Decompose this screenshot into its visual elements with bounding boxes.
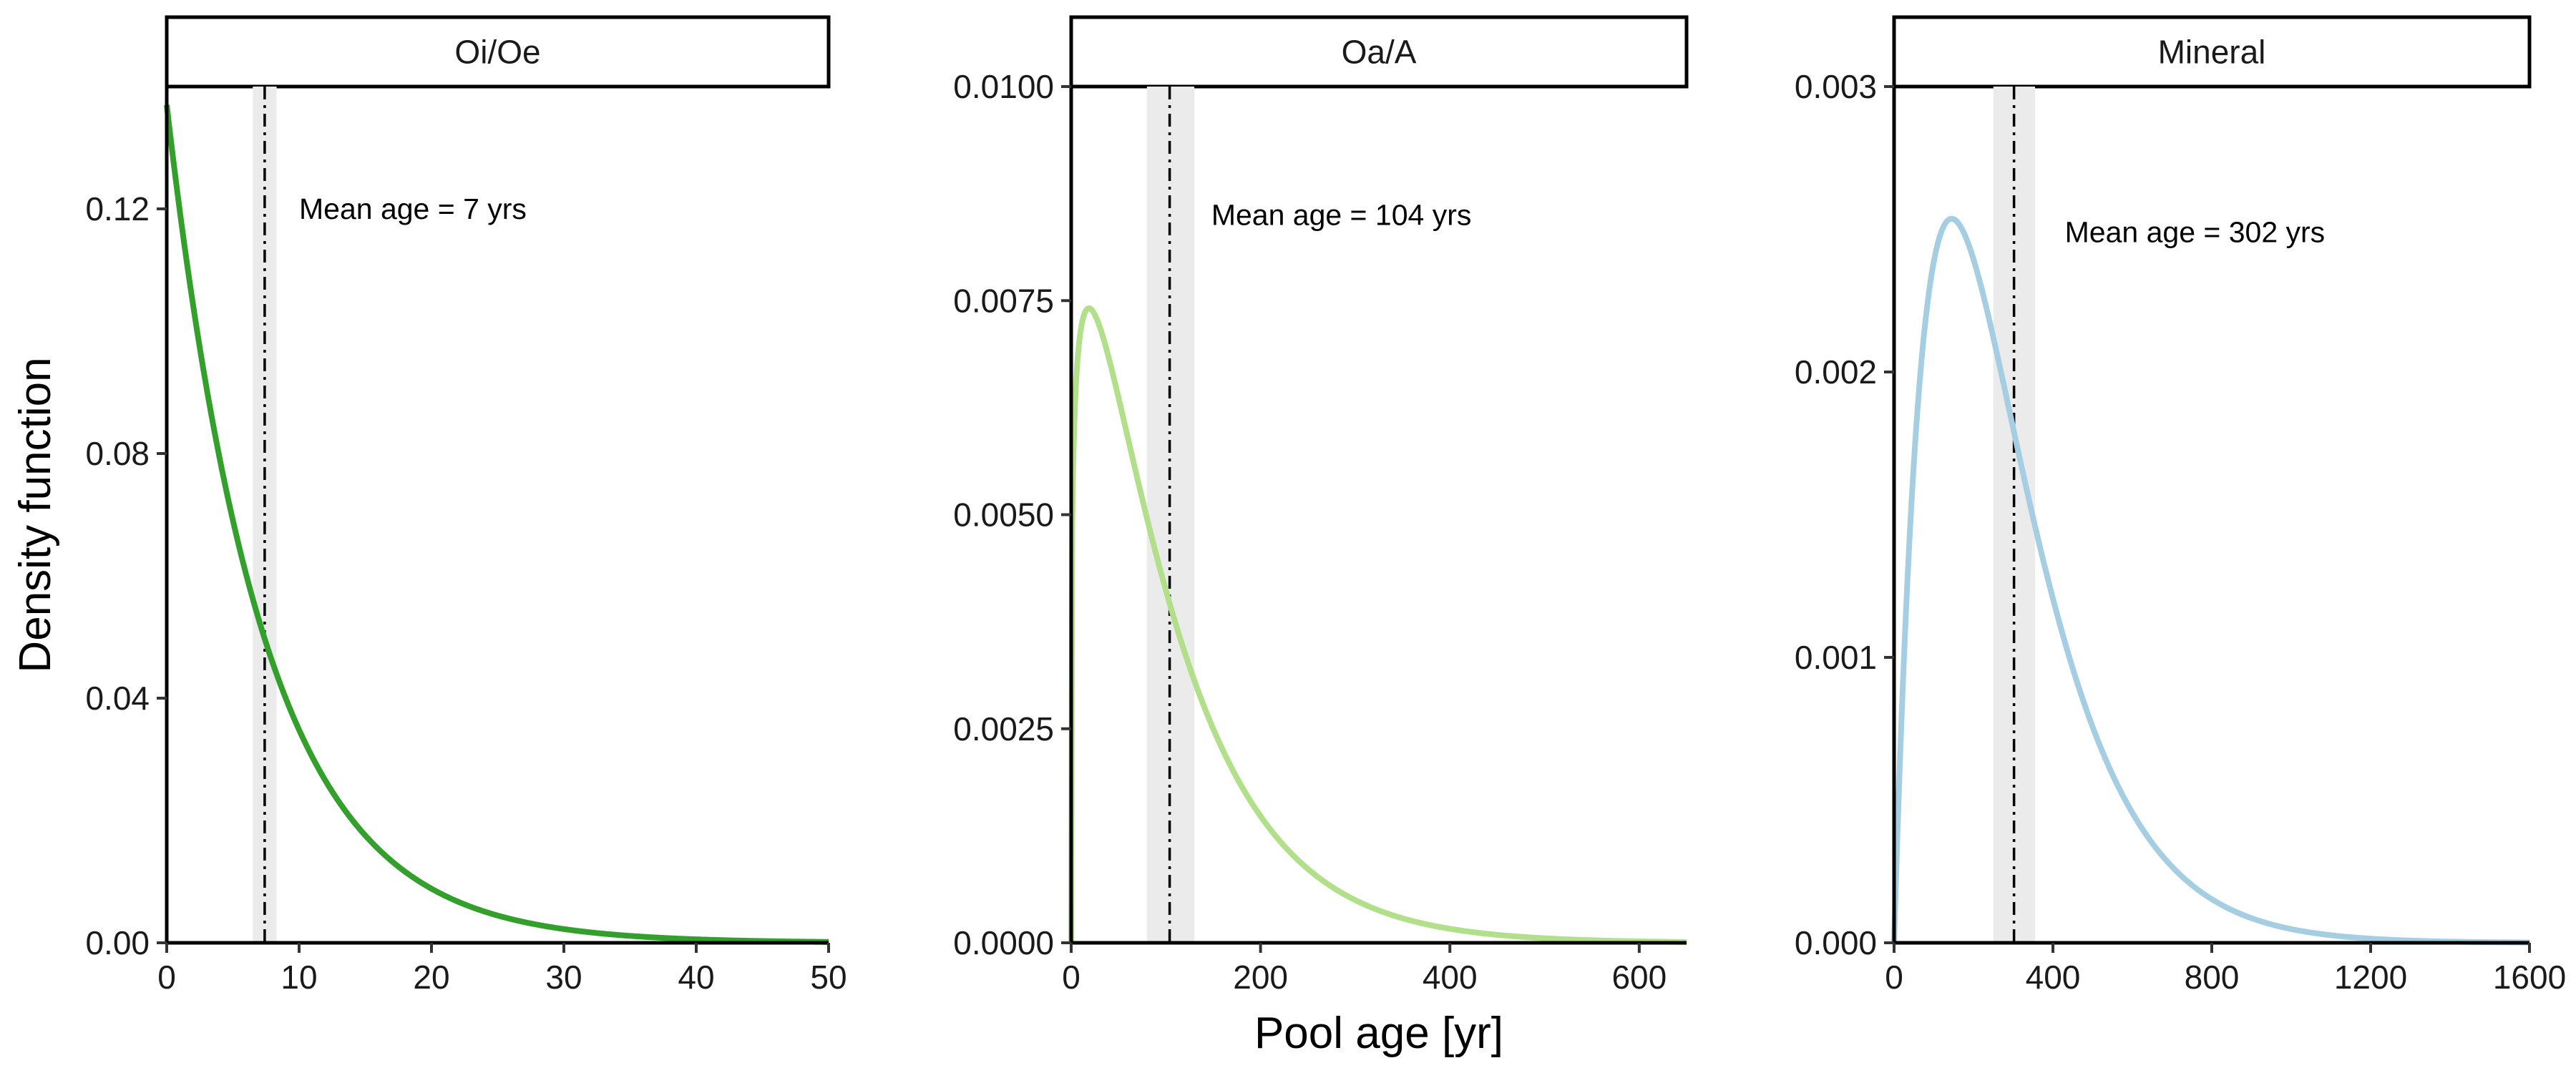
- x-tick-label: 20: [413, 959, 449, 996]
- y-tick-label: 0.0100: [953, 68, 1054, 105]
- facet-strip: [1892, 15, 2532, 89]
- density-curve: [1068, 305, 1689, 945]
- density-curve: [164, 104, 831, 945]
- facet-panel-2: Oa/A 0.0000 0.0025 0.0050 0.0075 0.0100 0 200 40…: [953, 15, 1689, 996]
- y-tick-label: 0.003: [1795, 68, 1877, 105]
- y-tick-label: 0.0000: [953, 924, 1054, 961]
- facet-panel-1: Oi/Oe 0.00 0.04 0.08 0.12 0 10 20 30 40 50 Mean age…: [85, 15, 847, 996]
- x-tick-label: 200: [1233, 959, 1288, 996]
- x-tick-label: 600: [1611, 959, 1667, 996]
- y-tick-label: 0.0075: [953, 282, 1054, 319]
- x-tick-label: 50: [810, 959, 847, 996]
- x-tick-label: 400: [1423, 959, 1478, 996]
- x-tick-label: 10: [280, 959, 317, 996]
- facet-strip: [165, 15, 831, 89]
- x-tick-label: 800: [2185, 959, 2240, 996]
- x-tick-label: 0: [1062, 959, 1080, 996]
- density-curve: [1891, 215, 2532, 946]
- y-tick-label: 0.000: [1795, 924, 1877, 961]
- y-tick-label: 0.0050: [953, 496, 1054, 534]
- x-tick-label: 30: [545, 959, 582, 996]
- facet-panel-3: Mineral 0.000 0.001 0.002 0.003 0 400 800 1200 16…: [1795, 15, 2566, 996]
- x-tick-label: 0: [1885, 959, 1903, 996]
- mean-age-annotation: Mean age = 302 yrs: [2065, 215, 2326, 248]
- y-tick-label: 0.08: [85, 435, 150, 472]
- facet-strip: [1069, 15, 1689, 89]
- mean-age-annotation: Mean age = 104 yrs: [1211, 199, 1472, 232]
- y-tick-label: 0.12: [85, 190, 150, 227]
- panels: Oi/Oe 0.00 0.04 0.08 0.12 0 10 20 30 40 50 Mean age…: [85, 15, 2566, 996]
- x-tick-label: 1600: [2493, 959, 2566, 996]
- x-tick-label: 40: [678, 959, 714, 996]
- y-tick-label: 0.002: [1795, 353, 1877, 391]
- y-tick-label: 0.001: [1795, 639, 1877, 676]
- facet-strip-label: Oa/A: [1342, 34, 1417, 71]
- x-axis-title: Pool age [yr]: [1254, 1009, 1503, 1058]
- y-tick-label: 0.04: [85, 680, 150, 717]
- facet-strip-label: Mineral: [2158, 34, 2266, 71]
- x-tick-label: 1200: [2334, 959, 2407, 996]
- facet-strip-label: Oi/Oe: [454, 34, 540, 71]
- y-axis-title: Density function: [11, 357, 60, 672]
- mean-age-annotation: Mean age = 7 yrs: [299, 192, 527, 225]
- x-tick-label: 0: [157, 959, 176, 996]
- x-tick-label: 400: [2026, 959, 2081, 996]
- y-tick-label: 0.00: [85, 924, 150, 961]
- y-tick-label: 0.0025: [953, 710, 1054, 748]
